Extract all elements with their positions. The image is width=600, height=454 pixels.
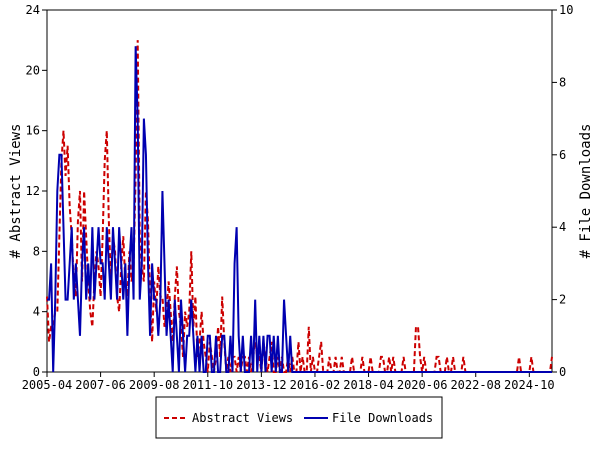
y2-tick-label: 8 <box>559 75 566 89</box>
x-tick-label: 2024-10 <box>504 378 555 392</box>
x-tick-label: 2013-12 <box>236 378 287 392</box>
y2-tick-label: 4 <box>559 220 566 234</box>
y-tick-label: 4 <box>33 305 40 319</box>
x-tick-label: 2020-06 <box>397 378 448 392</box>
y-axis-label: # Abstract Views <box>8 124 24 259</box>
x-tick-label: 2018-04 <box>343 378 394 392</box>
plot-frame <box>46 9 553 373</box>
y-tick-label: 8 <box>33 244 40 258</box>
x-tick-label: 2007-06 <box>75 378 126 392</box>
y-tick-label: 12 <box>26 184 40 198</box>
x-tick-label: 2005-04 <box>22 378 73 392</box>
x-tick-label: 2022-08 <box>450 378 501 392</box>
y-tick-label: 0 <box>33 365 40 379</box>
x-tick-label: 2011-10 <box>182 378 233 392</box>
y-tick-label: 20 <box>26 63 40 77</box>
x-tick-label: 2009-08 <box>129 378 180 392</box>
y2-axis-label: # File Downloads <box>578 124 594 259</box>
y-tick-label: 24 <box>26 3 40 17</box>
y2-tick-label: 0 <box>559 365 566 379</box>
series-line <box>47 46 552 373</box>
y2-tick-label: 10 <box>559 3 573 17</box>
x-tick-label: 2016-02 <box>290 378 341 392</box>
series-line <box>46 40 553 373</box>
y-tick-label: 16 <box>26 124 40 138</box>
legend <box>155 396 443 439</box>
y2-tick-label: 2 <box>559 293 566 307</box>
y2-tick-label: 6 <box>559 148 566 162</box>
legend-label: Abstract Views <box>192 411 293 425</box>
legend-label: File Downloads <box>332 411 433 425</box>
